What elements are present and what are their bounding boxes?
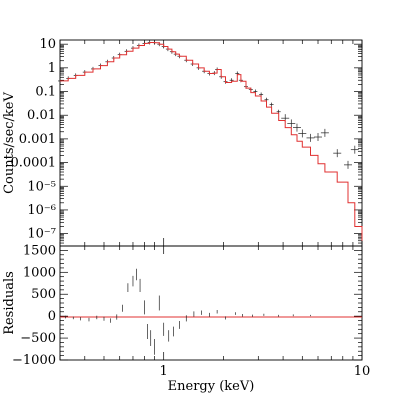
spectrum-y-tick-label: 10 (39, 37, 56, 52)
spectrum-y-tick-label: 0.001 (19, 132, 56, 147)
spectrum-model-line (60, 42, 363, 241)
residuals-panel: 1500 1000 500 0 −500 −1000 1 10 Residuals Ener… (2, 243, 370, 394)
residuals-y-axis-label: Residuals (2, 271, 17, 335)
residuals-y-tick-label: 500 (31, 287, 56, 302)
residuals-y-tick-label: 0 (48, 309, 56, 324)
spectrum-axis-ticks (59, 40, 363, 247)
residuals-y-tick-label: −1000 (12, 353, 56, 368)
spectrum-y-axis-label: Counts/sec/keV (2, 92, 17, 194)
residuals-x-tick-labels: 1 10 (160, 364, 371, 379)
spectrum-panel: 10 1 0.1 0.01 0.001 0.0001 10⁻⁵ 10⁻⁶ 10⁻⁷ Counts… (2, 37, 363, 247)
spectrum-y-tick-label: 0.1 (35, 85, 56, 100)
residuals-data-points (65, 268, 311, 355)
x-axis-label: Energy (keV) (168, 379, 255, 394)
residuals-y-tick-label: 1500 (23, 243, 56, 258)
spectrum-y-tick-label: 1 (48, 61, 56, 76)
spectrum-y-tick-label: 10⁻⁵ (27, 179, 56, 194)
residuals-y-tick-label: −500 (20, 331, 56, 346)
residuals-y-tick-labels: 1500 1000 500 0 −500 −1000 (12, 243, 56, 368)
spectrum-y-tick-labels: 10 1 0.1 0.01 0.001 0.0001 10⁻⁵ 10⁻⁶ 10⁻⁷ (11, 37, 57, 241)
spectrum-y-tick-label: 0.01 (27, 108, 56, 123)
x-tick-label: 1 (160, 364, 168, 379)
spectrum-y-tick-label: 10⁻⁷ (27, 227, 56, 242)
residuals-y-tick-label: 1000 (23, 265, 56, 280)
spectrum-y-tick-label: 0.0001 (11, 156, 57, 171)
x-tick-label: 10 (354, 364, 371, 379)
spectrum-y-tick-label: 10⁻⁶ (27, 203, 56, 218)
residuals-axis-ticks (59, 246, 363, 361)
